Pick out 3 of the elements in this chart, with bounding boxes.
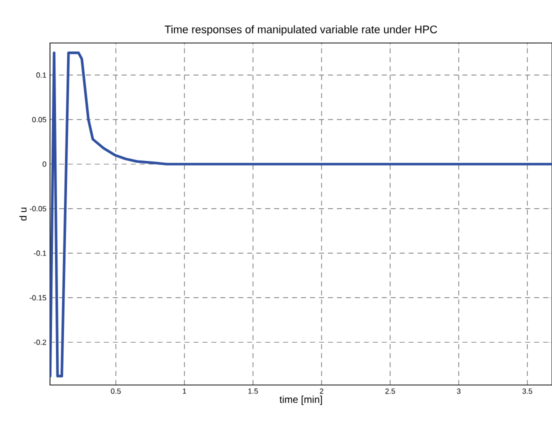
chart-title: Time responses of manipulated variable rate under HPC [164,25,438,36]
x-axis-title: time [min] [280,396,322,405]
y-axis-title: d u [19,208,27,220]
